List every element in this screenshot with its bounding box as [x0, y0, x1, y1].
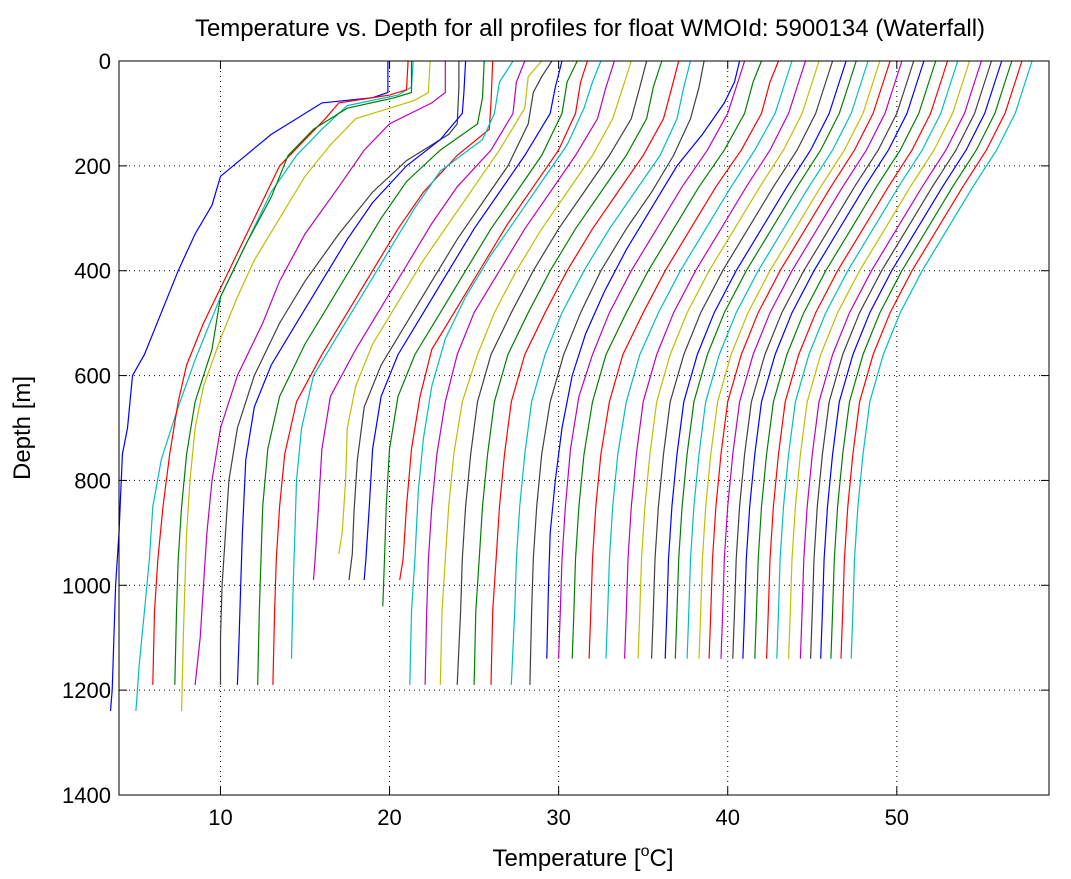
profile-line-40 — [732, 60, 915, 659]
x-axis-label-prefix: Temperature [ — [493, 845, 641, 872]
profile-line-15 — [363, 60, 563, 581]
y-tick-label-6: 1200 — [62, 678, 111, 703]
profile-line-13 — [338, 60, 543, 554]
profile-line-25 — [529, 60, 705, 685]
profile-line-47 — [810, 60, 993, 659]
profile-series — [109, 60, 1033, 712]
profile-line-33 — [651, 60, 834, 659]
profile-line-27 — [558, 60, 746, 659]
profile-line-45 — [788, 60, 971, 659]
x-tick-label-0: 10 — [208, 805, 232, 830]
y-tick-label-0: 0 — [99, 49, 111, 74]
profile-line-28 — [571, 60, 763, 659]
profile-line-9 — [257, 60, 485, 685]
x-tick-label-2: 30 — [546, 805, 570, 830]
y-axis-ticks: 0 200 400 600 800 1000 1200 1400 — [62, 49, 1049, 808]
profile-line-37 — [698, 60, 881, 659]
profile-line-48 — [820, 60, 1003, 659]
grid-lines — [119, 60, 1049, 796]
profile-line-49 — [830, 60, 1013, 659]
y-tick-label-3: 600 — [74, 364, 111, 389]
profile-line-5 — [181, 60, 431, 712]
y-tick-label-2: 400 — [74, 259, 111, 284]
x-axis-ticks: 10 20 30 40 50 — [208, 61, 909, 830]
profile-line-43 — [766, 60, 949, 659]
profile-line-18 — [409, 60, 602, 685]
plot-frame — [118, 60, 1050, 796]
profile-line-44 — [776, 60, 959, 659]
profile-line-39 — [720, 60, 903, 659]
profile-line-7 — [219, 61, 460, 685]
profile-line-17 — [399, 60, 588, 581]
x-tick-label-3: 40 — [715, 805, 739, 830]
y-axis-label: Depth [m] — [9, 376, 36, 480]
profile-line-26 — [546, 60, 741, 659]
profile-line-50 — [840, 60, 1023, 659]
x-axis-label-suffix: C] — [649, 845, 673, 872]
profile-line-3 — [152, 60, 409, 685]
profile-line-34 — [664, 60, 847, 659]
profile-line-29 — [588, 60, 780, 659]
profile-line-10 — [272, 60, 494, 685]
profile-line-51 — [850, 60, 1033, 659]
profile-line-38 — [708, 60, 891, 659]
profile-line-24 — [510, 60, 692, 685]
x-axis-label-superscript: o — [641, 843, 650, 860]
y-tick-label-4: 800 — [74, 468, 111, 493]
profile-line-19 — [424, 60, 615, 685]
profile-line-4 — [174, 61, 413, 685]
profile-line-46 — [799, 60, 982, 659]
profile-line-16 — [382, 60, 578, 607]
profile-line-1 — [109, 61, 389, 712]
profile-line-12 — [312, 60, 526, 581]
chart-title: Temperature vs. Depth for all profiles f… — [195, 15, 985, 42]
profile-line-6 — [194, 61, 446, 685]
profile-line-41 — [742, 60, 925, 659]
x-tick-label-4: 50 — [885, 805, 909, 830]
profile-line-21 — [456, 60, 648, 685]
profile-line-42 — [754, 60, 937, 659]
profile-line-36 — [686, 60, 869, 659]
profile-line-23 — [490, 60, 680, 685]
profile-line-31 — [624, 60, 807, 659]
y-tick-label-1: 200 — [74, 154, 111, 179]
profile-line-32 — [637, 60, 820, 659]
profile-line-22 — [473, 60, 663, 685]
profile-line-20 — [439, 60, 632, 685]
profile-line-11 — [290, 60, 514, 659]
y-tick-label-5: 1000 — [62, 573, 111, 598]
profile-line-35 — [674, 60, 857, 659]
profile-line-8 — [236, 60, 467, 685]
x-tick-label-1: 20 — [377, 805, 401, 830]
x-axis-label: Temperature [oC] — [493, 843, 674, 872]
profile-line-30 — [605, 60, 793, 659]
profile-line-14 — [348, 60, 553, 581]
y-tick-label-7: 1400 — [62, 783, 111, 808]
